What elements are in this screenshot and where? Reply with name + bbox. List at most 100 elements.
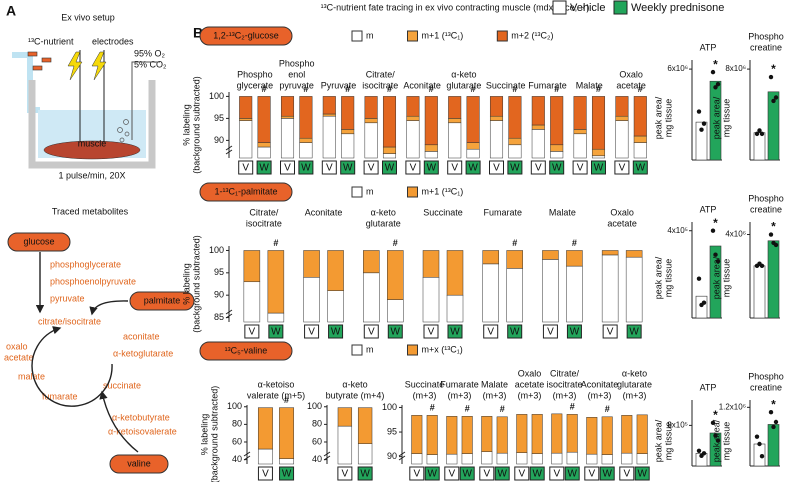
bar [709,432,722,467]
condition-label: W [462,469,472,480]
category-label: Citrate/ [550,368,580,378]
category-label: acetate [616,80,646,90]
data-point [771,424,776,430]
tracer-pill [129,291,195,311]
data-point [713,85,718,90]
bar-segment [586,453,598,465]
bar-segment [382,146,397,154]
condition-box [447,160,463,175]
data-point [773,242,779,248]
bar-segment [239,96,253,119]
condition-box [321,160,337,175]
legend-label: m [366,30,374,40]
bar-segment [573,129,587,135]
category-label: Malate [576,80,603,90]
condition-box [298,160,314,175]
bar-segment [406,115,420,121]
metabolite: succinate [103,380,141,390]
bar-segment [601,454,613,465]
data-point [710,420,716,426]
condition-box [340,160,356,175]
bar-segment [387,250,404,300]
condition-box [549,466,565,481]
category-label: Succinate [486,80,526,90]
bar-segment [516,414,528,453]
condition-label: V [262,469,269,480]
axis-break [398,451,406,457]
chart-title: Phospho [748,371,784,381]
panel-label: B [193,25,203,41]
condition-box [238,160,254,175]
axis-break [398,455,406,461]
bar-segment [257,142,271,148]
bar-segment [387,299,404,323]
y-tick-label: 100 [382,402,397,412]
bubbles [117,119,130,143]
category-label: isocitrate [362,80,398,90]
condition-box [479,466,495,481]
data-point [715,259,721,264]
condition-label: W [510,327,520,338]
y-axis-label: mg tissue [663,259,673,298]
category-label: acetate [515,379,545,389]
panel-label: A [6,3,16,19]
category-label: (m+3) [623,390,647,400]
condition-box [280,160,296,175]
bar-segment [422,250,440,278]
bar-segment [364,96,378,119]
bar-segment [531,124,545,130]
significance: # [500,404,505,414]
axis-break [323,451,331,457]
condition-label: W [594,163,604,174]
chart-title: ATP [700,382,717,392]
data-point [696,448,702,453]
bar-segment [601,416,613,455]
condition-box [337,466,353,481]
bar-segment [446,416,458,455]
chart-title: ATP [700,42,717,52]
condition-box [619,466,635,481]
bar-segment [466,96,480,143]
significance: # [596,84,601,94]
bar-segment [422,277,440,323]
bar-segment [489,120,504,159]
pathway-arrows [31,252,139,453]
y-tick-label: 90 [387,451,397,461]
bar-segment [625,250,643,258]
y-tick-label: 90 [214,135,224,145]
condition-label: V [493,163,500,174]
legend-swatch [552,0,567,15]
significance: # [345,84,350,94]
condition-label: W [391,327,401,338]
bar-segment [615,115,629,121]
condition-label: W [497,469,507,480]
condition-label: W [427,163,437,174]
legend-label: Weekly prednisone [631,2,724,14]
bar-segment [461,453,473,465]
condition-box [572,160,588,175]
condition-box [279,466,295,481]
condition-label: V [308,327,315,338]
condition-box [444,466,460,481]
significance: # [512,84,517,94]
bar-segment [303,277,320,323]
tracer: 1-¹³C₁-palmitate [214,186,277,196]
bar-segment [446,250,464,296]
muscle [43,140,141,160]
legend-swatch [407,30,418,42]
bar-segment [322,96,336,115]
category-label: (m+3) [483,390,507,400]
condition-box [507,324,523,339]
significance: * [713,216,718,230]
bar-segment [601,250,619,256]
metabolite: malate [18,371,45,381]
y-axis-label: peak area/ [653,256,663,299]
bar-segment [636,453,648,465]
category-label: α-keto [451,69,476,79]
category-label: α-ketoiso [258,379,295,389]
bar-segment [303,250,320,278]
bar-segment [299,137,313,143]
legend-label: m+1 (¹³C₁) [422,186,464,196]
bar-segment [267,312,285,323]
